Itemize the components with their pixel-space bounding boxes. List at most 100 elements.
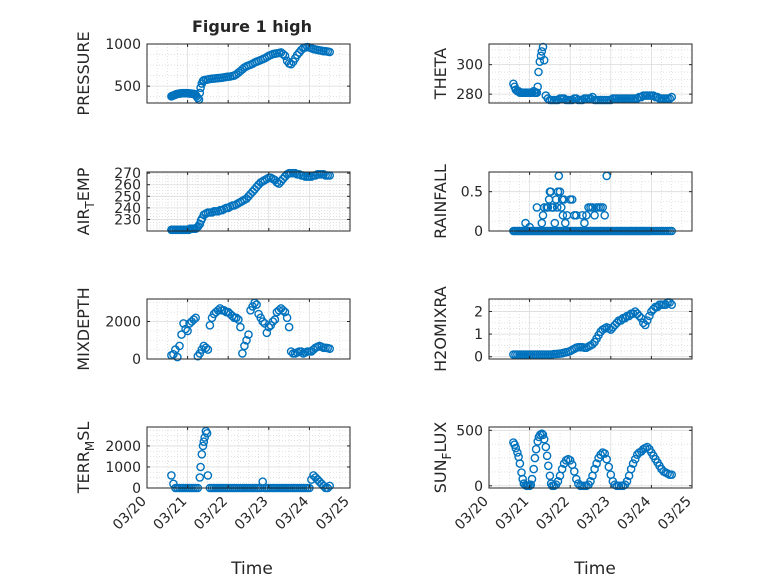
data-point-mixdepth — [203, 345, 213, 354]
data-point-theta — [532, 88, 542, 97]
data-point-sun_flux — [541, 442, 551, 452]
axes-frame — [146, 426, 351, 489]
data-point-theta — [606, 95, 616, 105]
data-point-sun_flux — [553, 476, 563, 486]
data-point-mixdepth — [191, 313, 200, 323]
data-point-rainfall — [567, 195, 577, 204]
data-point-mixdepth — [236, 322, 245, 332]
data-point-mixdepth — [201, 343, 211, 353]
y-tick-label: 2 — [474, 304, 483, 320]
data-point-sun_flux — [604, 462, 614, 472]
data-point-theta — [534, 67, 543, 77]
data-point-sun_flux — [602, 454, 612, 464]
y-tick-label: 2000 — [105, 315, 141, 331]
data-point-h2omixra — [620, 313, 630, 323]
data-point-sun_flux — [557, 464, 567, 474]
y-tick-label: 0 — [474, 224, 483, 240]
data-point-sun_flux — [538, 430, 548, 440]
y-tick-label: 300 — [456, 58, 483, 74]
subplot-h2omixra: 0 1 2 H2OMIXRA — [431, 286, 693, 372]
data-point-mixdepth — [234, 315, 243, 324]
data-point-pressure — [325, 47, 335, 57]
data-point-rainfall — [572, 210, 581, 220]
data-point-mixdepth — [284, 322, 294, 332]
data-point-mixdepth — [240, 341, 249, 351]
data-point-terr_msl — [195, 473, 205, 482]
data-point-pressure — [286, 59, 296, 69]
data-point-terr_msl — [325, 481, 335, 491]
data-point-sun_flux — [527, 474, 537, 484]
y-tick-label: 1000 — [105, 37, 141, 53]
x-tick-label: 03/22 — [191, 494, 231, 534]
data-point-sun_flux — [590, 464, 599, 474]
data-point-mixdepth — [173, 352, 182, 362]
data-point-h2omixra — [612, 318, 622, 328]
y-tick-label: 0 — [132, 352, 141, 368]
subplot-pressure: 500 1000 PRESSURE — [74, 31, 351, 116]
data-point-sun_flux — [667, 470, 677, 480]
data-point-rainfall — [600, 210, 610, 220]
data-point-pressure — [278, 49, 288, 59]
x-tick-label: 03/23 — [232, 494, 272, 534]
data-point-mixdepth — [264, 322, 274, 332]
y-tick-label: 0 — [132, 481, 141, 497]
data-point-sun_flux — [515, 459, 525, 468]
y-tick-label: 270 — [114, 166, 141, 182]
data-point-terr_msl — [167, 471, 176, 480]
data-point-mixdepth — [189, 315, 198, 324]
data-point-terr_msl — [307, 475, 316, 484]
data-point-rainfall — [561, 218, 570, 228]
data-point-theta — [665, 94, 675, 103]
y-axis-label-air_temp: AIRTEMP — [74, 167, 97, 235]
data-point-rainfall — [552, 203, 562, 212]
data-point-mixdepth — [183, 326, 192, 336]
data-point-theta — [527, 88, 537, 97]
data-point-rainfall — [537, 218, 547, 228]
data-point-sun_flux — [531, 444, 541, 454]
y-tick-label: 250 — [114, 189, 141, 205]
data-point-theta — [653, 92, 662, 102]
data-point-theta — [559, 94, 569, 103]
data-point-sun_flux — [542, 451, 552, 461]
data-point-terr_msl — [319, 481, 328, 491]
data-point-sun_flux — [511, 443, 521, 453]
x-tick-label: 03/25 — [313, 494, 353, 534]
data-point-theta — [572, 94, 581, 103]
data-point-h2omixra — [645, 311, 654, 321]
data-point-theta — [543, 94, 553, 103]
data-point-pressure — [195, 88, 205, 98]
data-point-theta — [537, 47, 547, 56]
subplot-mixdepth: 0 2000 MIXDEPTH — [74, 287, 351, 371]
data-point-theta — [567, 95, 577, 105]
data-point-terr_msl — [196, 462, 205, 472]
data-point-pressure — [193, 93, 203, 103]
x-tick-label: 03/21 — [151, 494, 191, 534]
data-point-terr_msl — [202, 428, 212, 438]
data-point-h2omixra — [667, 300, 677, 310]
figure-title: Figure 1 high — [192, 17, 312, 36]
data-point-rainfall — [538, 210, 548, 220]
data-point-mixdepth — [181, 324, 190, 334]
data-point-theta — [667, 92, 677, 102]
axes-frame — [146, 171, 351, 232]
data-point-mixdepth — [177, 330, 186, 339]
data-point-mixdepth — [252, 300, 261, 309]
y-tick-label: 500 — [114, 79, 141, 95]
x-tick-label: 03/24 — [272, 493, 312, 533]
data-point-rainfall — [548, 203, 558, 212]
data-point-sun_flux — [600, 449, 610, 458]
x-tick-label: 03/21 — [493, 494, 533, 534]
data-point-terr_msl — [198, 441, 208, 451]
data-point-mixdepth — [268, 317, 278, 326]
y-tick-label: 240 — [114, 201, 141, 217]
x-axis-label-left: Time — [230, 559, 273, 579]
y-axis-label-mixdepth: MIXDEPTH — [74, 287, 93, 370]
y-tick-label: 0.5 — [461, 185, 483, 201]
data-point-sun_flux — [592, 459, 601, 468]
y-tick-label: 1 — [474, 327, 483, 343]
y-axis-label-terr_msl: TERRMSL — [74, 422, 97, 495]
x-tick-label: 03/25 — [655, 494, 695, 534]
data-point-h2omixra — [634, 311, 644, 321]
